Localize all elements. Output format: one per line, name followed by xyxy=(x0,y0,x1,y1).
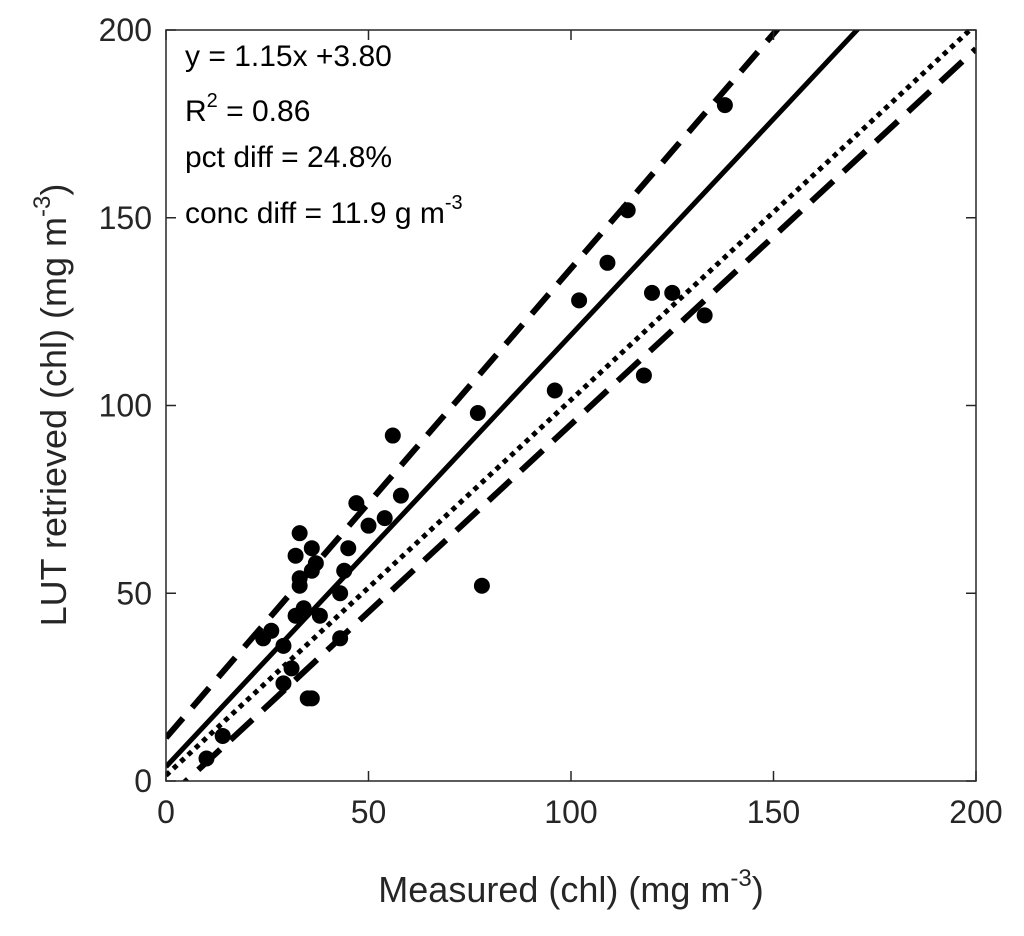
y-tick-label: 100 xyxy=(99,388,152,424)
conc-diff-label: conc diff = 11.9 g m-3 xyxy=(185,192,463,230)
line-one-to-one xyxy=(166,30,974,778)
data-point xyxy=(348,495,365,512)
data-point xyxy=(473,577,490,594)
data-point xyxy=(664,284,681,301)
x-axis-title-text: Measured (chl) (mg m xyxy=(378,869,730,910)
pct-diff-label: pct diff = 24.8% xyxy=(185,141,392,174)
y-axis-title-superscript: -3 xyxy=(29,196,56,217)
data-point xyxy=(291,577,308,594)
fit-equation: y = 1.15x +3.80 xyxy=(185,40,392,73)
data-point xyxy=(198,750,215,767)
data-point xyxy=(307,555,324,572)
y-tick-label: 200 xyxy=(99,12,152,48)
data-point xyxy=(311,607,328,624)
y-tick-label: 150 xyxy=(99,200,152,236)
x-tick-label: 100 xyxy=(544,794,597,830)
r-squared-label: R2 = 0.86 xyxy=(185,90,310,128)
data-point xyxy=(716,97,733,114)
conc-diff-text: conc diff = 11.9 g m xyxy=(185,197,445,230)
data-point xyxy=(336,562,353,579)
data-point xyxy=(295,600,312,617)
data-point xyxy=(275,675,292,692)
conc-diff-superscript: -3 xyxy=(445,192,463,214)
x-axis-title-end: ) xyxy=(752,869,764,910)
y-tick-label: 50 xyxy=(116,575,152,611)
plot-area xyxy=(166,30,976,781)
x-tick-label: 50 xyxy=(351,794,387,830)
line-fit xyxy=(166,30,861,769)
y-axis-title-text: LUT retrieved (chl) (mg m xyxy=(33,217,74,626)
axis-ticks: 0 50 100 150 200 0 50 100 150 200 xyxy=(99,12,1003,830)
x-axis-title: Measured (chl) (mg m-3) xyxy=(378,865,763,910)
data-point xyxy=(384,427,401,444)
data-point xyxy=(696,307,713,324)
data-point xyxy=(546,382,563,399)
r-squared-prefix: R xyxy=(185,95,207,128)
data-point xyxy=(392,487,409,504)
data-point xyxy=(340,540,357,557)
data-point xyxy=(469,405,486,422)
data-points xyxy=(198,97,733,767)
annotation-block: y = 1.15x +3.80 R2 = 0.86 pct diff = 24.… xyxy=(185,40,463,230)
data-point xyxy=(287,547,304,564)
data-point xyxy=(214,727,231,744)
data-point xyxy=(303,540,320,557)
r-squared-superscript: 2 xyxy=(207,90,218,112)
data-point xyxy=(599,254,616,271)
data-point xyxy=(332,630,349,647)
line-lower-bound xyxy=(181,46,976,781)
data-point xyxy=(635,367,652,384)
x-tick-label: 0 xyxy=(157,794,175,830)
x-tick-label: 150 xyxy=(747,794,800,830)
data-point xyxy=(332,585,349,602)
data-point xyxy=(360,517,377,534)
data-point xyxy=(571,292,588,309)
data-point xyxy=(619,202,636,219)
data-point xyxy=(283,660,300,677)
data-point xyxy=(275,637,292,654)
data-point xyxy=(376,510,393,527)
x-tick-label: 200 xyxy=(949,794,1002,830)
r-squared-value: = 0.86 xyxy=(218,95,311,128)
x-axis-title-superscript: -3 xyxy=(730,865,751,892)
y-axis-title-end: ) xyxy=(33,184,74,196)
y-axis-title: LUT retrieved (chl) (mg m-3) xyxy=(29,184,74,627)
data-point xyxy=(644,284,660,301)
data-point xyxy=(291,525,308,542)
data-point xyxy=(263,622,280,639)
data-point xyxy=(303,690,320,707)
y-tick-label: 0 xyxy=(134,763,152,799)
